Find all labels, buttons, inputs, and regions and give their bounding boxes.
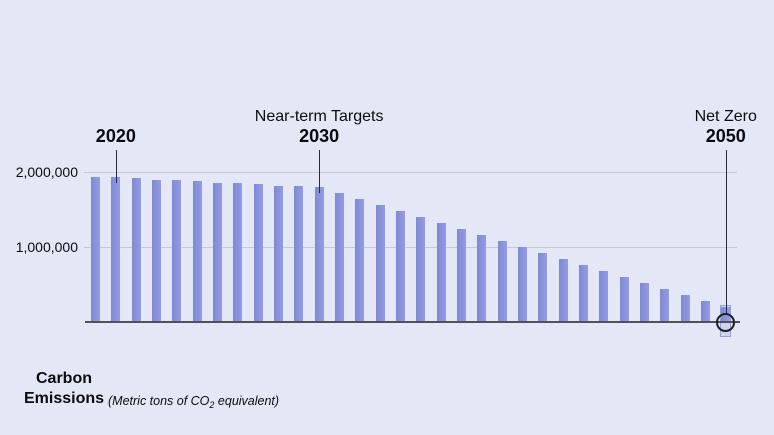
annotation-2020: 2020 <box>96 126 136 147</box>
bar-2036 <box>436 223 446 322</box>
bar-2041 <box>538 253 548 322</box>
bar-2028 <box>273 185 283 322</box>
bar-2025 <box>212 182 222 322</box>
annotation-near-term-targets-2030: Near-term Targets 2030 <box>255 107 384 147</box>
unit-note-prefix: (Metric tons of CO <box>108 394 210 408</box>
net-zero-circle-marker <box>716 312 736 332</box>
chart-unit-note: (Metric tons of CO2 equivalent) <box>108 393 279 413</box>
bar-2046 <box>639 283 649 322</box>
bar-2026 <box>233 183 243 322</box>
chart-title: Carbon Emissions <box>24 369 104 409</box>
bar-2039 <box>497 241 507 322</box>
bar-2048 <box>680 295 690 322</box>
bar-2019 <box>91 176 100 322</box>
bar-2037 <box>456 229 466 322</box>
bar-2040 <box>517 247 527 322</box>
annotation-net-zero-2050: Net Zero 2050 <box>695 107 757 147</box>
annotation-year-label: 2050 <box>705 126 746 146</box>
chart-title-line1: Carbon <box>36 370 92 387</box>
bar-2020 <box>111 177 121 322</box>
bar-2030 <box>314 187 324 322</box>
chart-title-line2: Emissions <box>23 390 105 407</box>
gridline-1000000 <box>84 247 737 248</box>
unit-note-suffix: equivalent) <box>214 394 280 408</box>
bar-2047 <box>660 289 670 322</box>
bar-2021 <box>131 178 141 322</box>
annotation-title: Near-term Targets <box>254 108 384 125</box>
annotation-year-label: 2030 <box>299 126 340 146</box>
bar-2033 <box>375 205 385 322</box>
bar-2027 <box>253 184 263 322</box>
bar-2049 <box>700 301 710 322</box>
bar-2043 <box>578 265 588 322</box>
annotation-line-2050 <box>725 150 727 313</box>
bar-2024 <box>192 181 202 322</box>
bar-2023 <box>172 180 182 322</box>
bar-2029 <box>294 186 304 322</box>
y-axis-tick-1000000: 1,000,000 <box>15 239 78 255</box>
bar-2032 <box>355 199 365 322</box>
bar-2035 <box>416 217 426 322</box>
bar-2038 <box>477 235 487 322</box>
bar-2042 <box>558 259 568 322</box>
annotation-line-2020 <box>115 150 117 184</box>
bar-2031 <box>334 193 344 322</box>
annotation-title: Net Zero <box>694 108 757 125</box>
gridline-2000000 <box>84 172 737 173</box>
bar-2034 <box>395 211 405 322</box>
y-axis-tick-2000000: 2,000,000 <box>15 164 78 180</box>
bar-2045 <box>619 277 629 322</box>
unit-note-subscript: 2 <box>209 400 215 410</box>
x-axis-baseline <box>85 321 740 323</box>
bar-2044 <box>599 271 609 322</box>
bar-2022 <box>151 179 161 322</box>
annotation-line-2030 <box>319 150 321 193</box>
annotation-year-label: 2020 <box>95 126 136 146</box>
